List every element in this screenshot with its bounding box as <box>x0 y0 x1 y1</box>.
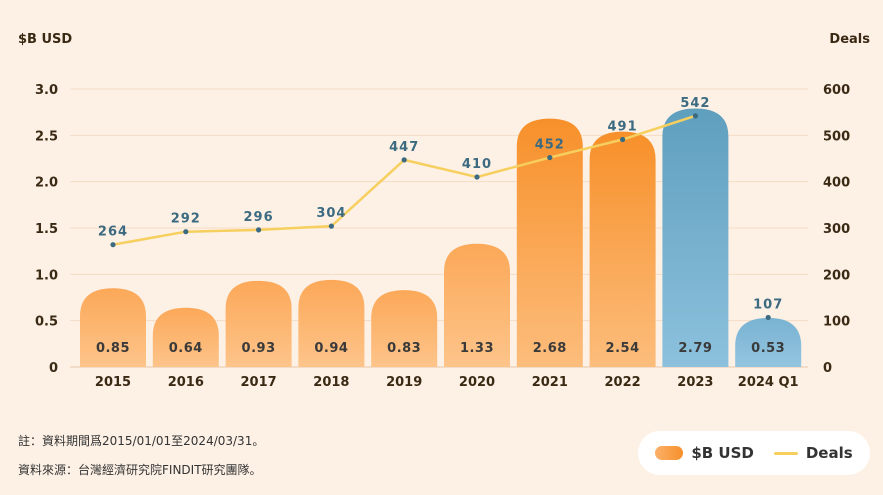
bar-value-label: 2.54 <box>606 341 640 356</box>
right-tick-label: 100 <box>823 315 850 330</box>
deals-value-label: 542 <box>680 96 710 111</box>
right-axis-title: Deals <box>829 32 870 47</box>
deals-value-label: 447 <box>389 140 419 155</box>
bar-2022 <box>589 131 656 367</box>
right-tick-label: 0 <box>823 361 832 376</box>
legend-label-usd: $B USD <box>691 444 754 462</box>
bar-2017 <box>225 280 292 367</box>
bar-value-label: 1.33 <box>460 341 494 356</box>
right-tick-label: 200 <box>823 268 850 283</box>
x-tick-label: 2020 <box>459 375 495 390</box>
deals-point <box>401 157 407 163</box>
chart-legend: $B USD Deals <box>638 431 870 475</box>
deals-value-label: 264 <box>98 225 128 240</box>
source-note: 資料來源：台灣經濟研究院FINDIT研究團隊。 <box>18 463 262 477</box>
bar-2023 <box>662 108 729 368</box>
legend-item-deals: Deals <box>773 444 853 462</box>
deals-point <box>620 136 626 143</box>
right-tick-label: 600 <box>823 83 850 98</box>
right-tick-label: 400 <box>823 176 850 191</box>
bar-value-label: 0.93 <box>242 341 276 356</box>
x-tick-label: 2021 <box>532 375 568 390</box>
left-tick-label: 0 <box>49 361 58 376</box>
deals-point <box>765 314 771 321</box>
deals-value-label: 491 <box>608 120 638 135</box>
bar-2016 <box>152 307 219 367</box>
period-note: 註：資料期間爲2015/01/01至2024/03/31。 <box>18 434 265 448</box>
left-tick-label: 1.0 <box>35 268 58 283</box>
x-tick-label: 2022 <box>605 375 641 390</box>
bar-2019 <box>371 290 438 367</box>
x-tick-label: 2024 Q1 <box>738 375 799 390</box>
deals-point <box>692 113 699 119</box>
legend-line-swatch <box>773 451 798 455</box>
left-tick-label: 1.5 <box>35 222 58 237</box>
left-tick-label: 2.0 <box>35 176 58 191</box>
bar-2015 <box>80 288 146 367</box>
bar-value-label: 2.68 <box>533 341 567 356</box>
bar-value-label: 2.79 <box>678 341 712 356</box>
deals-point <box>256 227 262 233</box>
left-tick-label: 3.0 <box>35 83 58 98</box>
left-tick-label: 0.5 <box>35 315 58 330</box>
left-tick-label: 2.5 <box>35 129 58 144</box>
deals-point <box>183 229 189 235</box>
legend-bar-swatch <box>655 446 684 460</box>
deals-point <box>110 242 116 248</box>
x-tick-label: 2015 <box>95 375 131 390</box>
bar-value-label: 0.64 <box>169 341 203 356</box>
deals-point <box>547 154 553 161</box>
bar-value-label: 0.85 <box>96 341 130 356</box>
bar-2018 <box>298 279 365 367</box>
bar-value-label: 0.94 <box>314 341 348 356</box>
bar-2020 <box>444 243 510 367</box>
right-tick-label: 300 <box>823 222 850 237</box>
x-tick-label: 2017 <box>241 375 277 390</box>
deals-value-label: 452 <box>535 138 565 153</box>
x-tick-label: 2019 <box>386 375 422 390</box>
deals-value-label: 410 <box>462 157 492 172</box>
legend-item-usd: $B USD <box>655 444 754 462</box>
bar-value-label: 0.83 <box>387 341 421 356</box>
bar-value-label: 0.53 <box>751 341 785 356</box>
deals-value-label: 292 <box>171 212 201 227</box>
deals-point <box>328 223 334 229</box>
right-tick-label: 500 <box>823 129 850 144</box>
bar-2021 <box>516 118 583 367</box>
left-axis-title: $B USD <box>18 32 72 47</box>
deals-value-label: 304 <box>316 206 346 221</box>
deals-point <box>474 174 480 180</box>
legend-label-deals: Deals <box>805 444 853 462</box>
deals-value-label: 107 <box>753 297 783 312</box>
x-tick-label: 2023 <box>677 375 713 390</box>
deals-value-label: 296 <box>244 210 274 225</box>
x-tick-label: 2016 <box>168 375 204 390</box>
x-tick-label: 2018 <box>313 375 349 390</box>
bar-2024 Q1 <box>735 317 802 367</box>
